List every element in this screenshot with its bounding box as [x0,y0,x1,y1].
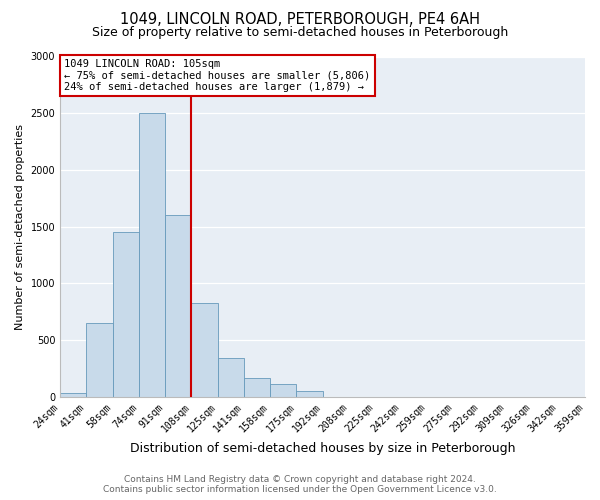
Bar [191,302,218,397]
X-axis label: Distribution of semi-detached houses by size in Peterborough: Distribution of semi-detached houses by … [130,442,515,455]
Bar [270,384,296,397]
Bar [296,391,323,397]
Text: 1049 LINCOLN ROAD: 105sqm
← 75% of semi-detached houses are smaller (5,806)
24% : 1049 LINCOLN ROAD: 105sqm ← 75% of semi-… [64,59,370,92]
Bar [139,113,165,397]
Text: 1049, LINCOLN ROAD, PETERBOROUGH, PE4 6AH: 1049, LINCOLN ROAD, PETERBOROUGH, PE4 6A… [120,12,480,28]
Bar [113,232,139,397]
Bar [218,358,244,397]
Bar [86,323,113,397]
Text: Contains HM Land Registry data © Crown copyright and database right 2024.
Contai: Contains HM Land Registry data © Crown c… [103,474,497,494]
Bar [165,216,191,397]
Text: Size of property relative to semi-detached houses in Peterborough: Size of property relative to semi-detach… [92,26,508,39]
Y-axis label: Number of semi-detached properties: Number of semi-detached properties [15,124,25,330]
Bar [244,378,270,397]
Bar [60,393,86,397]
